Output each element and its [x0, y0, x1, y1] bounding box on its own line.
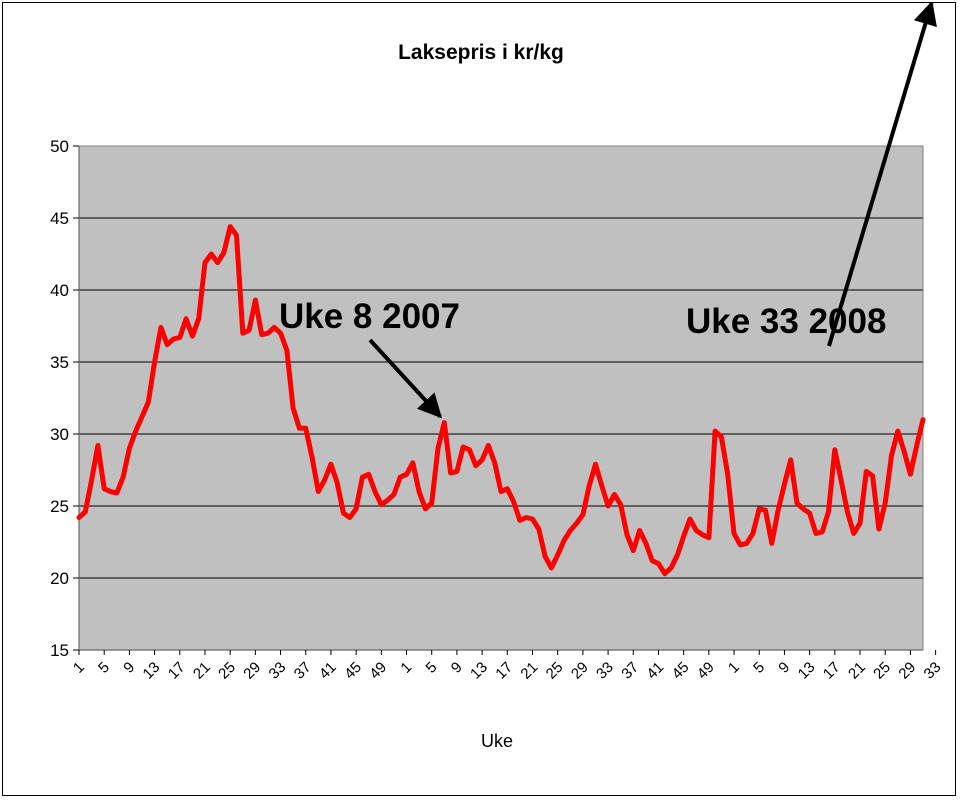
- x-tick-label: 49: [366, 659, 390, 683]
- x-tick-label: 41: [643, 659, 667, 683]
- y-tick-label: 20: [50, 569, 69, 588]
- x-tick-label: 29: [240, 659, 264, 683]
- x-tick-label: 17: [165, 659, 189, 683]
- x-tick-label: 41: [316, 659, 340, 683]
- x-tick-label: 21: [845, 659, 869, 683]
- plot-border: [78, 145, 924, 651]
- plot-area: [79, 146, 923, 650]
- x-tick-label: 13: [795, 659, 819, 683]
- x-tick-label: 9: [120, 659, 138, 677]
- x-tick-label: 25: [215, 659, 239, 683]
- x-tick-label: 29: [895, 659, 919, 683]
- x-tick-label: 45: [669, 659, 693, 683]
- y-tick-label: 15: [50, 641, 69, 660]
- annotation-label: Uke 8 2007: [279, 297, 460, 336]
- x-tick-label: 37: [618, 659, 642, 683]
- y-tick-label: 35: [50, 353, 69, 372]
- x-axis-ticks: 1 5 9 13 17 21 25 29 33 37 41 45 49 1 5 9 13 17 21 25 29 33 37…: [70, 650, 945, 683]
- x-tick-label: 33: [921, 659, 945, 683]
- x-tick-label: 49: [694, 659, 718, 683]
- x-axis-label: Uke: [481, 731, 513, 751]
- x-tick-label: 45: [341, 659, 365, 683]
- annotations: Uke 8 2007 Uke 33 2008: [279, 3, 937, 419]
- chart-title: Laksepris i kr/kg: [398, 41, 564, 64]
- axes: [78, 145, 924, 651]
- annotation-arrow: [368, 338, 442, 419]
- x-tick-label: 17: [820, 659, 844, 683]
- x-tick-label: 5: [423, 659, 441, 677]
- y-tick-label: 40: [50, 281, 69, 300]
- x-tick-label: 33: [593, 659, 617, 683]
- x-tick-label: 25: [543, 659, 567, 683]
- y-tick-label: 45: [50, 209, 69, 228]
- y-tick-label: 25: [50, 497, 69, 516]
- x-tick-label: 1: [70, 659, 88, 677]
- x-tick-label: 25: [870, 659, 894, 683]
- price-series-line: [76, 224, 926, 577]
- x-tick-label: 1: [725, 659, 743, 677]
- annotation-arrow: [827, 3, 937, 347]
- x-tick-label: 5: [750, 659, 768, 677]
- y-axis-ticks: 15 20 25 30 35 40 45 50: [50, 137, 79, 660]
- x-tick-label: 21: [190, 659, 214, 683]
- y-tick-label: 30: [50, 425, 69, 444]
- x-tick-label: 9: [448, 659, 466, 677]
- x-tick-label: 17: [492, 659, 516, 683]
- annotation-label: Uke 33 2008: [686, 302, 886, 341]
- x-tick-label: 21: [518, 659, 542, 683]
- x-tick-label: 33: [266, 659, 290, 683]
- y-tick-label: 50: [50, 137, 69, 156]
- x-tick-label: 1: [397, 659, 415, 677]
- x-tick-label: 9: [775, 659, 793, 677]
- x-tick-label: 13: [140, 659, 164, 683]
- series-layer: [76, 224, 926, 577]
- x-tick-label: 29: [568, 659, 592, 683]
- x-tick-label: 13: [467, 659, 491, 683]
- x-tick-label: 37: [291, 659, 315, 683]
- x-tick-label: 5: [95, 659, 113, 677]
